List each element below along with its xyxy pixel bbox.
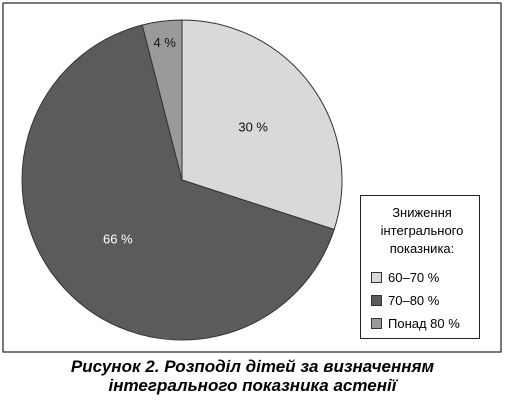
slice-label: 66 % [103,232,133,247]
legend-swatch [371,295,382,306]
slice-label: 30 % [238,120,268,135]
legend-label: Понад 80 % [388,316,460,331]
legend-items: 60–70 % 70–80 % Понад 80 % [371,266,473,335]
legend: Зниження інтегрального показника: 60–70 … [360,195,480,339]
caption: Рисунок 2. Розподіл дітей за визначенням… [70,357,435,395]
pie: 30 % 66 % 4 % [21,19,343,341]
pie-slice [141,19,183,181]
legend-label: 60–70 % [388,270,440,285]
legend-title: Зниження інтегрального показника: [380,205,464,256]
legend-swatch [371,272,382,283]
pie-slice [21,24,335,341]
frame [2,2,502,353]
legend-item: 70–80 % [371,289,473,312]
legend-label: 70–80 % [388,293,440,308]
legend-item: Понад 80 % [371,312,473,335]
pie-slice [181,19,343,231]
chart: 30 % 66 % 4 % [2,2,502,353]
legend-item: 60–70 % [371,266,473,289]
legend-swatch [371,318,382,329]
slice-label: 4 % [154,35,177,50]
